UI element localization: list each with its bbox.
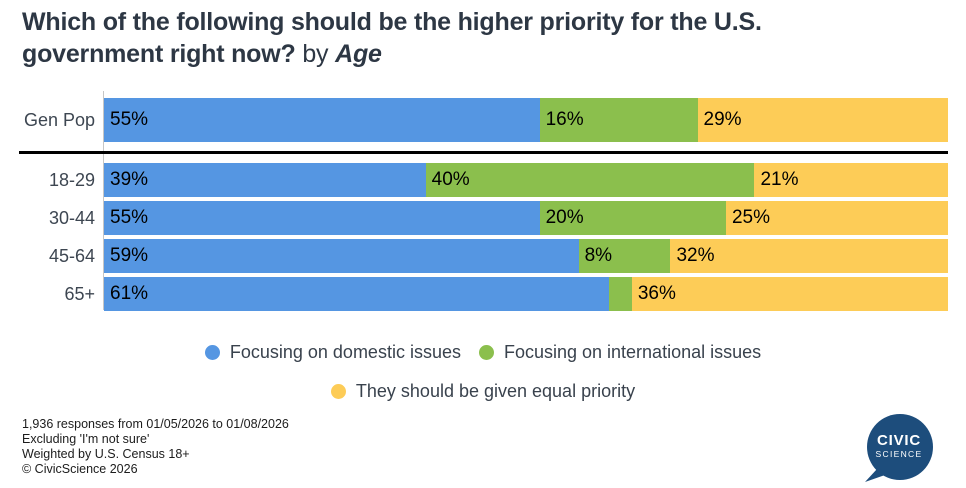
table-row: Gen Pop 55% 16% 29% (0, 98, 966, 142)
legend-item: They should be given equal priority (330, 380, 636, 402)
footer-notes: 1,936 responses from 01/05/2026 to 01/08… (22, 417, 289, 477)
segment-value-label: 16% (545, 109, 584, 130)
segment-value-label: 55% (110, 109, 149, 130)
segment-value-label: 32% (676, 245, 715, 266)
table-row: 45-64 59% 8% 32% (0, 239, 966, 273)
legend-row-2: They should be given equal priority (0, 380, 966, 402)
footer-line: Excluding 'I'm not sure' (22, 432, 150, 446)
chart-title: Which of the following should be the hig… (22, 6, 952, 70)
segment-value-label: 25% (731, 207, 771, 228)
footer-line: © CivicScience 2026 (22, 462, 138, 476)
speech-bubble-icon (865, 414, 933, 482)
bar-segment: 8% (578, 239, 671, 273)
stacked-bar: 59% 8% 32% (104, 239, 948, 273)
bar-segment: 61% (104, 277, 610, 311)
legend-item: Focusing on domestic issues (204, 341, 461, 363)
legend-label: Focusing on international issues (503, 341, 762, 362)
chart-title-group: Age (335, 40, 382, 68)
logo-text: CIVIC SCIENCE (865, 432, 933, 460)
table-row: 18-29 39% 40% 21% (0, 163, 966, 197)
legend-swatch-icon (478, 344, 494, 360)
stacked-bar: 61% 36% (104, 277, 948, 311)
bar-segment (609, 277, 632, 311)
logo-science-label: SCIENCE (875, 449, 923, 459)
civicscience-logo: CIVIC SCIENCE (863, 411, 935, 483)
segment-value-label: 39% (110, 169, 149, 190)
segment-value-label: 55% (110, 207, 149, 228)
segment-value-label: 21% (760, 169, 799, 190)
category-label: 45-64 (48, 245, 95, 266)
bar-segment: 29% (697, 98, 948, 142)
legend-label: Focusing on domestic issues (229, 341, 461, 362)
bar-segment: 32% (670, 239, 948, 273)
legend-swatch-icon (204, 344, 220, 360)
segment-value-label: 40% (431, 169, 470, 190)
stacked-bar: 55% 20% 25% (104, 201, 948, 235)
bar-segment: 55% (104, 98, 540, 142)
legend-swatch-icon (330, 383, 346, 399)
bar-segment: 59% (104, 239, 579, 273)
stacked-bar: 39% 40% 21% (104, 163, 948, 197)
segment-value-label: 29% (703, 109, 742, 130)
footer-line: 1,936 responses from 01/05/2026 to 01/08… (22, 417, 289, 431)
chart-title-line2: government right now? (22, 40, 296, 68)
segment-value-label: 36% (637, 283, 676, 304)
genpop-separator-line (19, 151, 948, 154)
category-label: 18-29 (48, 169, 95, 190)
bar-segment: 20% (539, 201, 726, 235)
legend-row-1: Focusing on domestic issues Focusing on i… (0, 341, 966, 363)
table-row: 30-44 55% 20% 25% (0, 201, 966, 235)
chart-title-by: by (302, 40, 329, 68)
bar-segment: 40% (425, 163, 755, 197)
legend-item: Focusing on international issues (478, 341, 762, 363)
segment-value-label: 8% (584, 245, 613, 266)
logo-civic-label: CIVIC (876, 432, 921, 449)
legend-label: They should be given equal priority (355, 380, 636, 401)
category-label: Gen Pop (23, 109, 95, 130)
bar-segment: 39% (104, 163, 426, 197)
bar-segment: 36% (631, 277, 948, 311)
category-label: 65+ (64, 283, 95, 304)
bar-segment: 21% (754, 163, 948, 197)
bar-segment: 16% (539, 98, 698, 142)
y-axis-line (103, 91, 104, 310)
category-label: 30-44 (48, 207, 95, 228)
segment-value-label: 59% (110, 245, 149, 266)
footer-line: Weighted by U.S. Census 18+ (22, 447, 190, 461)
segment-value-label: 20% (545, 207, 584, 228)
segment-value-label: 61% (110, 283, 149, 304)
chart-title-line1: Which of the following should be the hig… (22, 8, 762, 36)
bar-segment: 55% (104, 201, 540, 235)
table-row: 65+ 61% 36% (0, 277, 966, 311)
bar-segment: 25% (725, 201, 948, 235)
stacked-bar: 55% 16% 29% (104, 98, 948, 142)
